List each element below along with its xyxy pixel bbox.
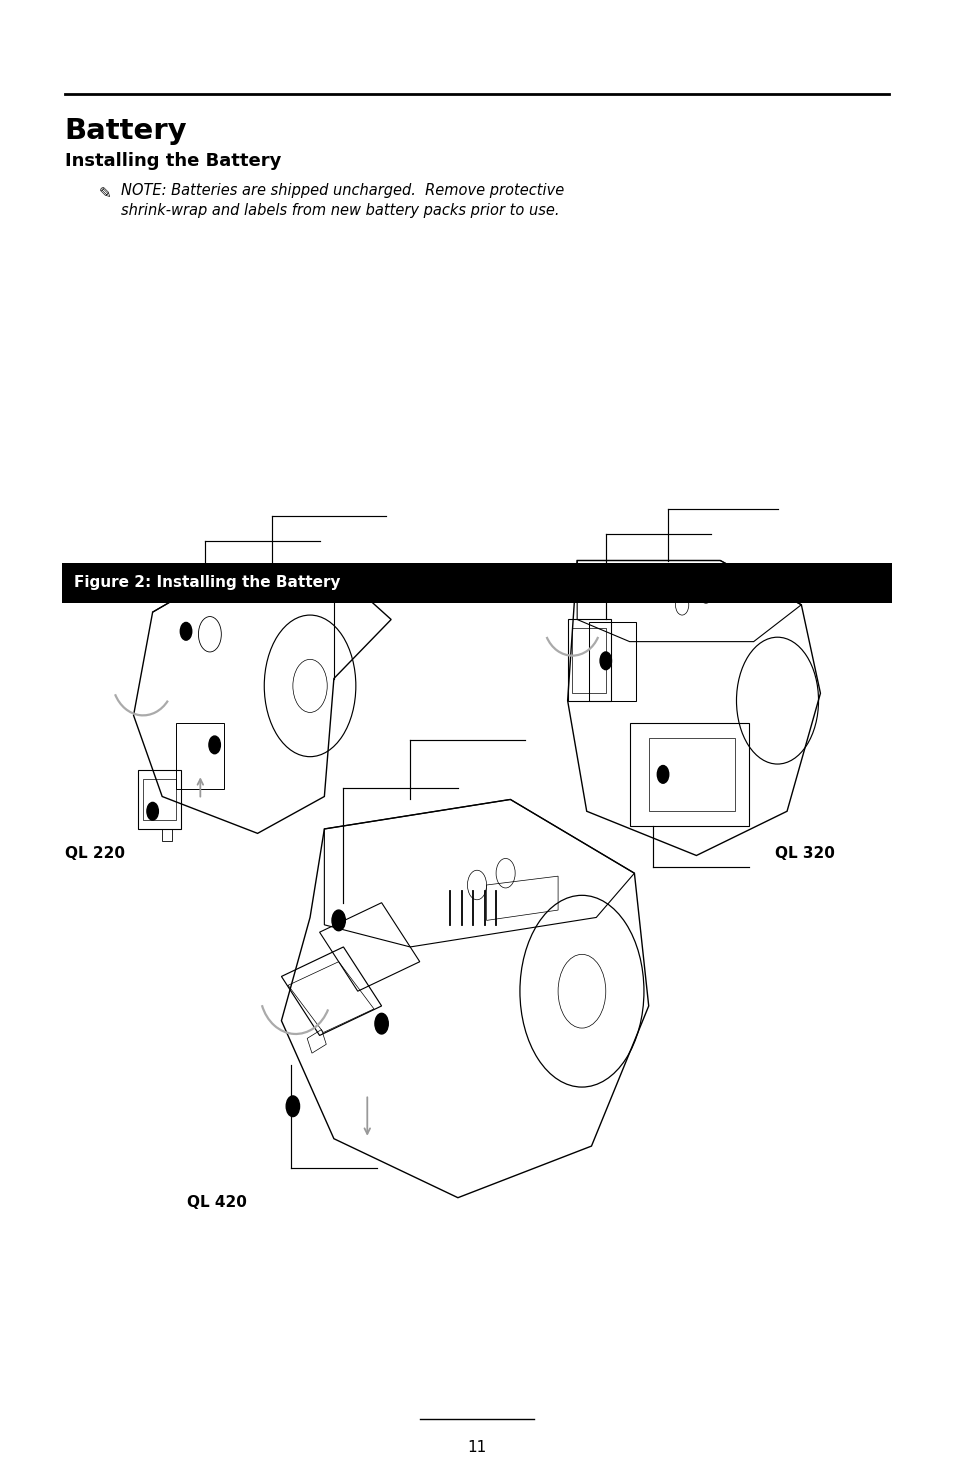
Circle shape — [375, 1013, 388, 1034]
Circle shape — [590, 578, 601, 596]
Text: NOTE: Batteries are shipped uncharged.  Remove protective
shrink-wrap and labels: NOTE: Batteries are shipped uncharged. R… — [121, 183, 564, 218]
Circle shape — [332, 910, 345, 931]
Circle shape — [657, 766, 668, 783]
Text: 11: 11 — [467, 1440, 486, 1456]
Circle shape — [286, 1096, 299, 1117]
Text: QL 320: QL 320 — [774, 847, 834, 861]
Text: ✎: ✎ — [98, 186, 111, 201]
Text: QL 420: QL 420 — [187, 1195, 247, 1211]
Circle shape — [180, 622, 192, 640]
Circle shape — [599, 652, 611, 670]
Circle shape — [147, 802, 158, 820]
Text: Installing the Battery: Installing the Battery — [65, 152, 281, 170]
Text: Battery: Battery — [65, 117, 188, 145]
Text: Figure 2: Installing the Battery: Figure 2: Installing the Battery — [74, 575, 340, 590]
Bar — [62, 563, 891, 602]
Text: QL 220: QL 220 — [65, 847, 125, 861]
Circle shape — [209, 736, 220, 754]
